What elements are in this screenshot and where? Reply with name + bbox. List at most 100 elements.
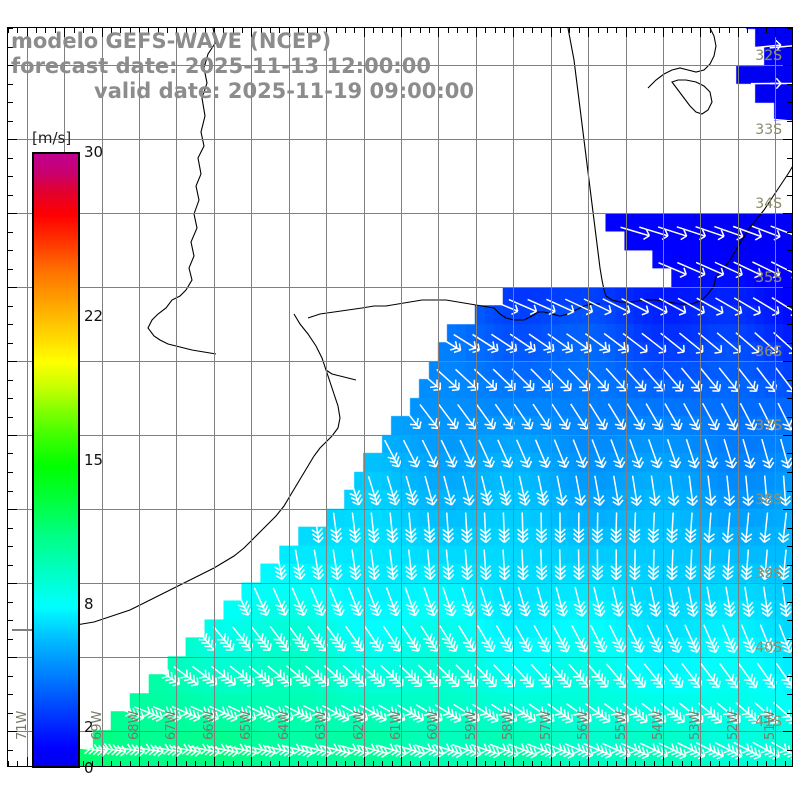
lon-label-55W: 55W <box>613 710 629 740</box>
axis-minor-tick <box>8 602 13 603</box>
axis-minor-tick <box>579 761 580 766</box>
gridline-lat <box>8 65 792 66</box>
axis-minor-tick <box>635 28 636 33</box>
axis-minor-tick <box>787 620 792 621</box>
lon-label-57W: 57W <box>538 710 554 740</box>
axis-minor-tick <box>8 713 13 714</box>
axis-minor-tick <box>36 28 37 33</box>
axis-minor-tick <box>719 761 720 766</box>
axis-minor-tick <box>8 158 13 159</box>
axis-minor-tick <box>541 28 542 33</box>
axis-minor-tick <box>270 761 271 766</box>
gridline-lon <box>588 28 589 766</box>
axis-minor-tick <box>64 28 65 33</box>
axis-minor-tick <box>298 28 299 33</box>
axis-minor-tick <box>420 761 421 766</box>
axis-minor-tick <box>513 761 514 766</box>
axis-minor-tick <box>382 761 383 766</box>
axis-minor-tick <box>787 232 792 233</box>
gridline-lon <box>663 28 664 766</box>
axis-minor-tick <box>663 28 664 33</box>
axis-minor-tick <box>787 195 792 196</box>
axis-minor-tick <box>8 28 9 33</box>
lat-label-39S: 39S <box>755 566 782 582</box>
axis-minor-tick <box>8 232 13 233</box>
axis-minor-tick <box>364 761 365 766</box>
lat-label-37S: 37S <box>755 418 782 434</box>
axis-minor-tick <box>92 761 93 766</box>
axis-minor-tick <box>289 28 290 33</box>
axis-minor-tick <box>8 269 13 270</box>
axis-minor-tick <box>382 28 383 33</box>
axis-minor-tick <box>289 761 290 766</box>
axis-minor-tick <box>495 28 496 33</box>
axis-minor-tick <box>787 472 792 473</box>
axis-minor-tick <box>738 28 739 33</box>
colorbar-tick-0: 0 <box>84 759 94 777</box>
gridline-lat <box>8 287 792 288</box>
gridline-lon <box>364 28 365 766</box>
axis-minor-tick <box>719 28 720 33</box>
gridline-lon <box>626 28 627 766</box>
axis-minor-tick <box>787 324 792 325</box>
axis-minor-tick <box>8 195 13 196</box>
gridline-lat <box>8 731 792 732</box>
axis-minor-tick <box>551 28 552 33</box>
axis-minor-tick <box>691 761 692 766</box>
lon-label-54W: 54W <box>651 710 666 740</box>
axis-minor-tick <box>279 28 280 33</box>
axis-minor-tick <box>560 761 561 766</box>
axis-minor-tick <box>373 761 374 766</box>
axis-minor-tick <box>8 453 13 454</box>
axis-minor-tick <box>336 28 337 33</box>
axis-minor-tick <box>8 417 13 418</box>
axis-minor-tick <box>747 28 748 33</box>
axis-minor-tick <box>787 713 792 714</box>
axis-minor-tick <box>223 761 224 766</box>
axis-minor-tick <box>233 28 234 33</box>
axis-minor-tick <box>644 28 645 33</box>
axis-minor-tick <box>8 139 13 140</box>
axis-minor-tick <box>8 102 13 103</box>
axis-minor-tick <box>644 761 645 766</box>
axis-minor-tick <box>83 761 84 766</box>
axis-minor-tick <box>8 676 13 677</box>
lon-label-63W: 63W <box>314 710 330 740</box>
axis-minor-tick <box>242 28 243 33</box>
axis-minor-tick <box>682 761 683 766</box>
axis-minor-tick <box>787 546 792 547</box>
axis-minor-tick <box>8 28 13 29</box>
gridline-lat <box>8 213 792 214</box>
axis-minor-tick <box>438 28 439 33</box>
gridline-lat <box>8 583 792 584</box>
gridline-lat <box>8 361 792 362</box>
axis-minor-tick <box>787 528 792 529</box>
axis-minor-tick <box>130 761 131 766</box>
axis-minor-tick <box>700 28 701 33</box>
axis-minor-tick <box>700 761 701 766</box>
lat-label-40S: 40S <box>755 640 782 656</box>
axis-minor-tick <box>45 28 46 33</box>
axis-minor-tick <box>8 213 13 214</box>
axis-minor-tick <box>8 639 13 640</box>
axis-minor-tick <box>787 28 792 29</box>
axis-minor-tick <box>167 28 168 33</box>
axis-minor-tick <box>616 761 617 766</box>
axis-minor-tick <box>560 28 561 33</box>
lat-label-38S: 38S <box>755 492 782 508</box>
axis-minor-tick <box>598 761 599 766</box>
axis-minor-tick <box>785 761 786 766</box>
axis-minor-tick <box>8 657 13 658</box>
axis-minor-tick <box>775 28 776 33</box>
axis-minor-tick <box>787 731 792 732</box>
axis-minor-tick <box>392 28 393 33</box>
axis-minor-tick <box>787 176 792 177</box>
axis-minor-tick <box>598 28 599 33</box>
axis-minor-tick <box>158 28 159 33</box>
axis-minor-tick <box>787 509 792 510</box>
axis-minor-tick <box>588 28 589 33</box>
axis-minor-tick <box>270 28 271 33</box>
lon-label-60W: 60W <box>426 710 442 740</box>
axis-minor-tick <box>233 761 234 766</box>
